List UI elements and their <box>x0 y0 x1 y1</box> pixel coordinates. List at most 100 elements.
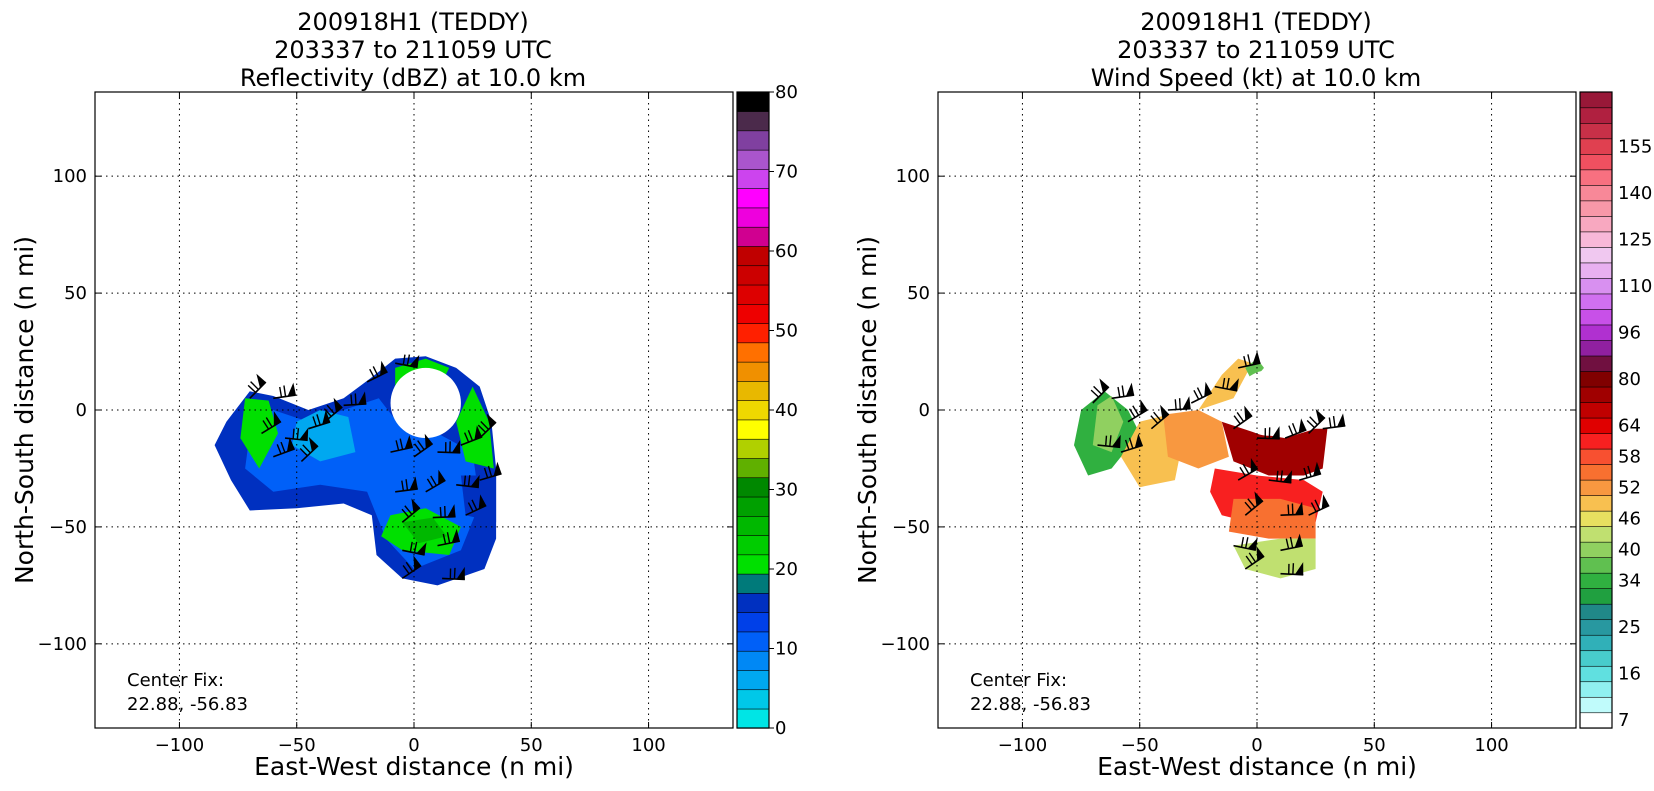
colorbar-segment <box>736 669 770 691</box>
wind-barb <box>1244 546 1265 570</box>
wind-barb <box>1190 381 1213 404</box>
colorbar-tick-label: 46 <box>1618 509 1641 530</box>
colorbar-tick-label: 60 <box>775 241 798 262</box>
colorbar-tick-label: 34 <box>1618 571 1641 592</box>
colorbar-segment <box>736 110 770 132</box>
wind-barb <box>1237 458 1259 481</box>
wind-barb <box>401 498 421 523</box>
colorbar-segment <box>1579 510 1613 527</box>
wind-barb <box>308 410 331 430</box>
colorbar-tick-label: 40 <box>775 400 798 421</box>
wind-barb <box>395 354 420 369</box>
wind-barb <box>1120 433 1144 453</box>
plot-area <box>1074 350 1346 579</box>
colorbar-segment <box>1579 370 1613 388</box>
chart-title-line-3: Reflectivity (dBZ) at 10.0 km <box>240 64 586 92</box>
wind-barb <box>437 440 461 454</box>
data-region <box>456 386 494 469</box>
colorbar-segment <box>1579 153 1613 171</box>
wind-barb <box>1308 494 1330 516</box>
y-tick-label: 100 <box>896 166 930 187</box>
colorbar-segment <box>736 515 770 536</box>
x-tick-label: 100 <box>1474 735 1508 756</box>
colorbar-segment <box>736 573 770 594</box>
colorbar-segment <box>1579 122 1613 140</box>
colorbar-tick-label: 155 <box>1618 136 1652 157</box>
colorbar-segment <box>1579 293 1613 310</box>
y-axis-label: North-South distance (n mi) <box>10 236 39 584</box>
colorbar-segment <box>736 380 770 401</box>
y-tick-label: −50 <box>892 517 930 538</box>
data-region <box>1092 396 1124 453</box>
wind-barb <box>1097 434 1121 449</box>
colorbar-frame <box>1579 91 1613 729</box>
colorbar-segment <box>1579 277 1613 295</box>
colorbar-segment <box>1579 386 1613 403</box>
colorbar-segment <box>1579 215 1613 233</box>
data-region <box>1228 498 1316 539</box>
colorbar-tick-label: 80 <box>775 82 798 103</box>
wind-barb <box>1306 408 1326 434</box>
wind-barb <box>1298 461 1322 481</box>
colorbar-segment <box>1579 634 1613 652</box>
y-tick-label: 50 <box>907 283 930 304</box>
eye <box>390 367 461 439</box>
wind-barb <box>1167 396 1191 411</box>
x-tick-label: 50 <box>1363 735 1386 756</box>
colorbar-segment <box>736 419 770 440</box>
colorbar-segment <box>736 149 770 170</box>
colorbar-segment <box>736 188 770 209</box>
colorbar-segment <box>736 168 770 189</box>
colorbar-segment <box>1579 200 1613 217</box>
wind-barb <box>247 373 267 399</box>
wind-barb <box>1111 382 1135 400</box>
colorbar-segment <box>1579 417 1613 434</box>
colorbar-segment <box>1579 138 1613 155</box>
wind-barb <box>1090 378 1110 404</box>
colorbar-segment <box>736 689 770 710</box>
x-tick-label: −50 <box>1121 735 1159 756</box>
wind-barb <box>366 360 388 383</box>
colorbar-segment <box>1579 665 1613 683</box>
colorbar: 0 10 20 30 40 50 60 70 80 <box>736 82 798 739</box>
wind-barb <box>1214 377 1239 392</box>
colorbar-tick-label: 96 <box>1618 322 1641 343</box>
colorbar-segment <box>736 91 770 112</box>
wind-barb <box>1238 350 1261 369</box>
wind-barb <box>402 541 427 556</box>
colorbar-tick-label: 125 <box>1618 229 1652 250</box>
colorbar-segment <box>1579 262 1613 279</box>
y-tick-label: 0 <box>76 400 87 421</box>
x-tick-label: −50 <box>278 735 316 756</box>
wind-barb <box>1233 537 1258 552</box>
colorbar-segment <box>1579 246 1613 264</box>
data-region <box>1221 421 1328 476</box>
y-tick-label: 0 <box>919 400 930 421</box>
x-tick-label: 50 <box>520 735 543 756</box>
colorbar-segment <box>736 477 770 498</box>
colorbar-segment <box>736 207 770 228</box>
colorbar-tick-label: 80 <box>1618 369 1641 390</box>
data-region <box>402 517 447 544</box>
colorbar-segment <box>736 130 770 151</box>
colorbar-segment <box>736 631 770 652</box>
colorbar-segment <box>1579 448 1613 465</box>
wind-barb <box>299 437 319 462</box>
colorbar-tick-label: 30 <box>775 480 798 501</box>
chart-title-line-1: 200918H1 (TEDDY) <box>1140 8 1371 36</box>
colorbar-segment <box>1579 231 1613 248</box>
y-tick-label: −50 <box>49 517 87 538</box>
wind-barb <box>437 528 461 547</box>
wind-barb <box>1322 413 1346 430</box>
colorbar-segment <box>736 342 770 363</box>
colorbar-segment <box>1579 463 1613 481</box>
wind-barb <box>1280 562 1304 576</box>
y-tick-label: −100 <box>38 634 87 655</box>
data-region <box>1163 410 1229 469</box>
wind-barb <box>432 504 456 519</box>
colorbar-tick-label: 0 <box>775 718 786 739</box>
colorbar-tick-label: 25 <box>1618 617 1641 638</box>
colorbar-segment <box>1579 557 1613 574</box>
plot-area <box>214 354 502 586</box>
wind-barb <box>390 435 413 453</box>
